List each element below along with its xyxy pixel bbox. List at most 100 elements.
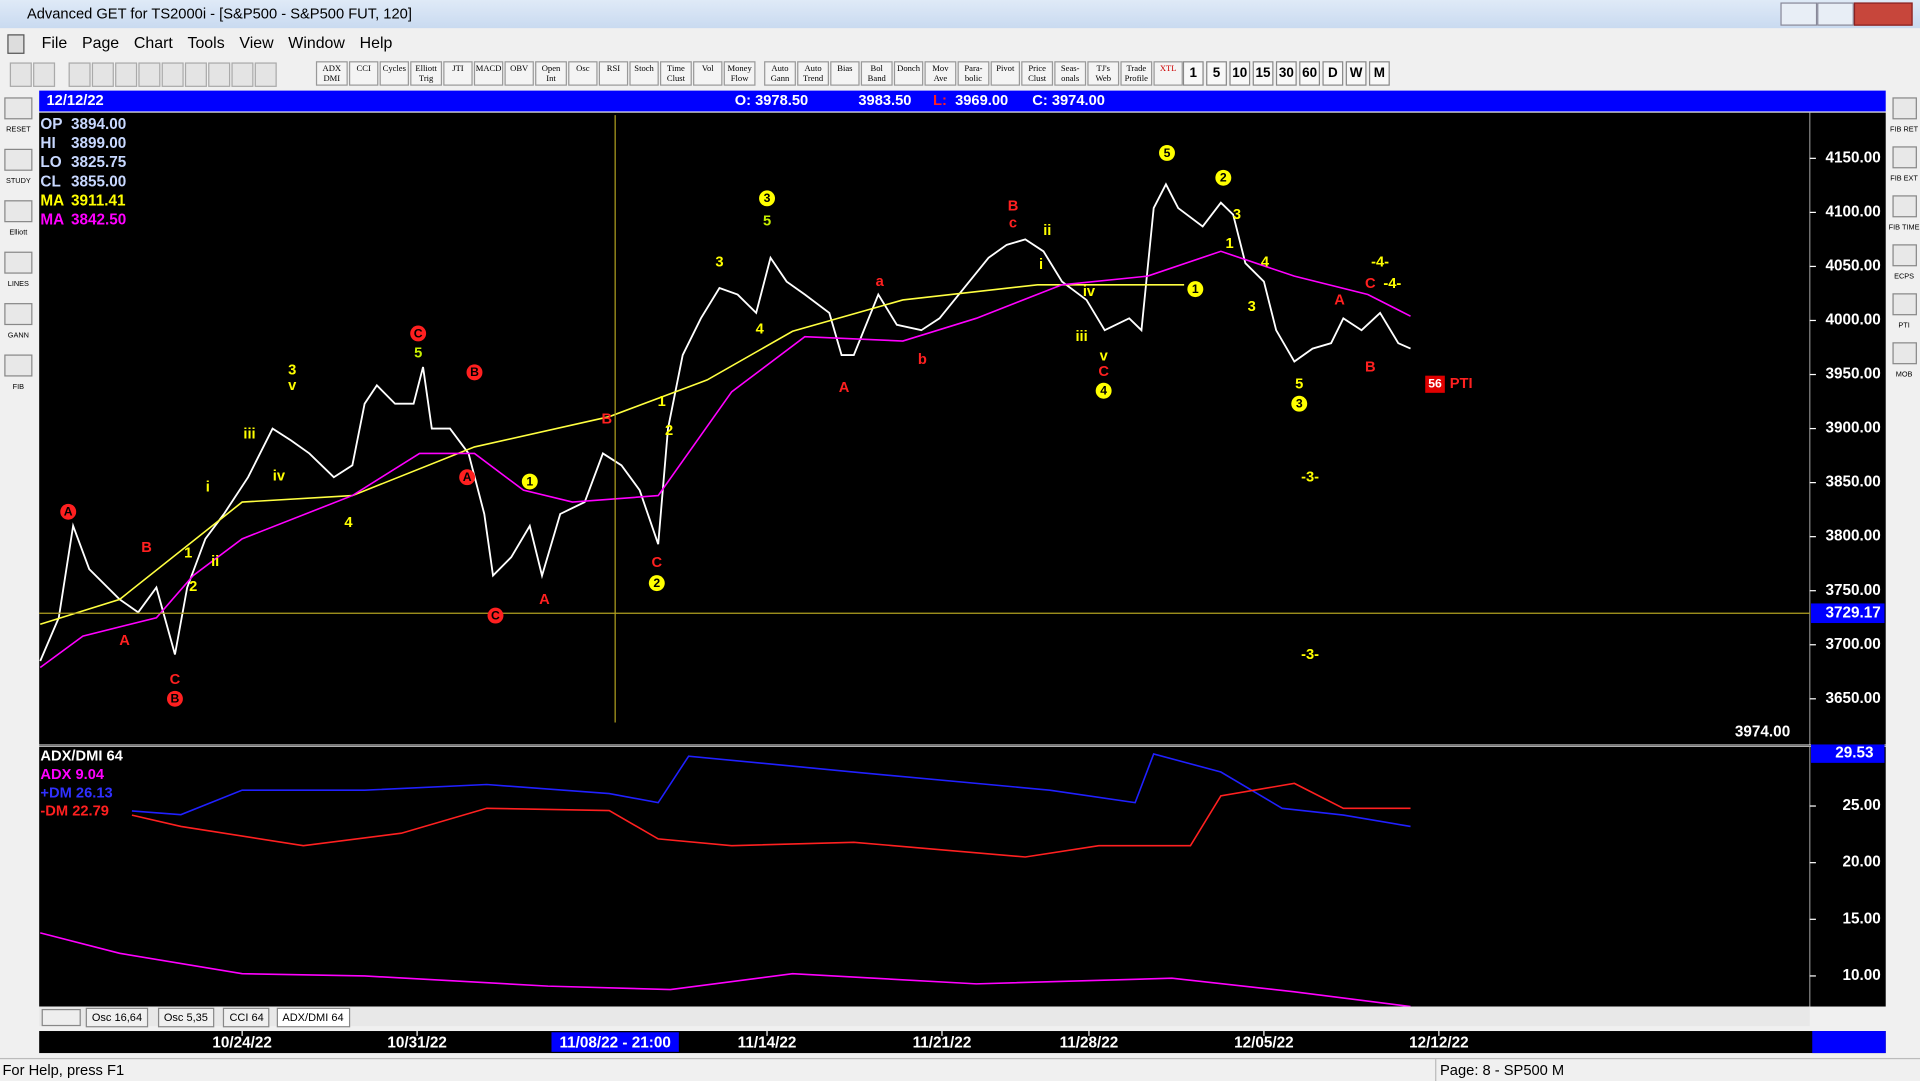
- interval-button[interactable]: 5: [1206, 61, 1227, 86]
- wave-circle: [1291, 395, 1308, 412]
- toolbar-button[interactable]: Bol Band: [860, 61, 893, 86]
- interval-button[interactable]: M: [1368, 61, 1390, 86]
- minimize-button[interactable]: [1780, 2, 1818, 26]
- wave-label: i: [206, 479, 210, 495]
- toolbar-button[interactable]: XTL: [1153, 61, 1183, 86]
- tab-scroll[interactable]: [41, 1008, 81, 1027]
- tool-button[interactable]: [4, 148, 33, 171]
- x-tick-label: 11/28/22: [1060, 1034, 1119, 1051]
- wave-label: -3-: [1301, 470, 1319, 486]
- maximize-button[interactable]: [1817, 2, 1854, 26]
- toolbar-button[interactable]: Trade Profile: [1120, 61, 1153, 86]
- toolbar-button[interactable]: Para-bolic: [957, 61, 990, 86]
- toolbar-button[interactable]: OBV: [504, 61, 534, 86]
- menu-item[interactable]: Tools: [187, 33, 225, 52]
- indicator-tab[interactable]: ADX/DMI 64: [276, 1007, 350, 1028]
- y-tick-label: 10.00: [1843, 967, 1881, 984]
- toolbar-button[interactable]: Cycles: [379, 61, 409, 86]
- toolbar-button[interactable]: CCI: [348, 61, 379, 86]
- tool-button[interactable]: [1892, 146, 1917, 169]
- status-help: For Help, press F1: [2, 1061, 125, 1079]
- toolbar-button[interactable]: Auto Gann: [764, 61, 796, 86]
- wave-circle: [459, 469, 476, 486]
- toolbar-button[interactable]: Donch: [893, 61, 924, 86]
- menu-item[interactable]: File: [41, 33, 68, 52]
- wave-label: C: [170, 672, 181, 688]
- tool-icon[interactable]: [91, 62, 114, 87]
- wave-label: 1: [1226, 236, 1234, 252]
- interval-button[interactable]: 30: [1275, 61, 1297, 86]
- indicator-tabs: Osc 16,64 Osc 5,35 CCI 64 ADX/DMI 64: [39, 1006, 1810, 1028]
- tool-icon[interactable]: [254, 62, 277, 87]
- toolbar-button[interactable]: Vol: [693, 61, 723, 86]
- series-line: [40, 932, 1411, 1008]
- menu-item[interactable]: Chart: [133, 33, 173, 52]
- close-button[interactable]: [1853, 2, 1913, 26]
- tool-button[interactable]: [4, 200, 33, 223]
- toolbar: ADX DMI CCI Cycles Elliott Trig JTI MACD OBV Op…: [0, 59, 1920, 88]
- tool-icon[interactable]: [33, 62, 56, 87]
- toolbar-button[interactable]: ADX DMI: [315, 61, 348, 86]
- toolbar-button[interactable]: RSI: [598, 61, 629, 86]
- wave-circle: [1159, 144, 1175, 161]
- interval-button[interactable]: W: [1345, 61, 1367, 86]
- tool-button[interactable]: [1892, 97, 1917, 120]
- toolbar-button[interactable]: Auto Trend: [797, 61, 829, 86]
- tool-button[interactable]: [4, 354, 33, 377]
- series-line: [131, 782, 1411, 858]
- toolbar-button[interactable]: TJ's Web: [1087, 61, 1120, 86]
- y-tick-label: 3750.00: [1826, 582, 1881, 599]
- tool-icon[interactable]: [208, 62, 231, 87]
- toolbar-button[interactable]: Open Int: [535, 61, 567, 86]
- interval-button[interactable]: 60: [1299, 61, 1321, 86]
- wave-label: 3: [1296, 397, 1303, 411]
- toolbar-button[interactable]: Bias: [830, 61, 860, 86]
- info-value: 3825.75: [71, 154, 127, 171]
- tool-icon[interactable]: [9, 62, 32, 87]
- indicator-tab[interactable]: Osc 16,64: [85, 1007, 149, 1028]
- tool-icon[interactable]: [184, 62, 207, 87]
- toolbar-button[interactable]: Osc: [568, 61, 598, 86]
- tool-icon[interactable]: [68, 62, 91, 87]
- toolbar-button[interactable]: Elliott Trig: [410, 61, 443, 86]
- tool-icon[interactable]: [138, 62, 161, 87]
- tool-button[interactable]: [1892, 195, 1917, 218]
- menu-item[interactable]: Help: [359, 33, 393, 52]
- interval-button[interactable]: 15: [1252, 61, 1274, 86]
- tool-button[interactable]: [1892, 293, 1917, 316]
- header-open: O: 3978.50: [735, 93, 808, 109]
- wave-label: 3: [288, 363, 296, 379]
- tool-label: FIB EXT: [1890, 174, 1918, 183]
- tool-button[interactable]: [1892, 244, 1917, 267]
- header-date: 12/12/22: [47, 93, 104, 109]
- toolbar-button[interactable]: Stoch: [629, 61, 659, 86]
- menu-item[interactable]: Page: [81, 33, 120, 52]
- tool-icon[interactable]: [115, 62, 138, 87]
- tool-button[interactable]: [4, 251, 33, 274]
- tool-label: FIB RET: [1890, 125, 1919, 134]
- toolbar-button[interactable]: Seas-onals: [1054, 61, 1087, 86]
- interval-button[interactable]: D: [1322, 61, 1344, 86]
- tool-icon[interactable]: [231, 62, 254, 87]
- toolbar-button[interactable]: Money Flow: [723, 61, 756, 86]
- tool-icon[interactable]: [161, 62, 184, 87]
- toolbar-button[interactable]: MACD: [473, 61, 504, 86]
- toolbar-button[interactable]: JTI: [443, 61, 473, 86]
- toolbar-button[interactable]: Price Clust: [1021, 61, 1054, 86]
- toolbar-button[interactable]: Mov Ave: [924, 61, 957, 86]
- tool-button[interactable]: [4, 97, 33, 120]
- interval-button[interactable]: 1: [1182, 61, 1204, 86]
- toolbar-button[interactable]: Time Clust: [660, 61, 692, 86]
- toolbar-button[interactable]: Pivot: [990, 61, 1021, 86]
- tool-button[interactable]: [1892, 342, 1917, 365]
- menu-item[interactable]: Window: [288, 33, 345, 52]
- app-icon: [7, 33, 25, 54]
- wave-label: B: [601, 411, 612, 427]
- menu-item[interactable]: View: [239, 33, 274, 52]
- indicator-tab[interactable]: CCI 64: [223, 1007, 270, 1028]
- wave-label: iii: [1075, 329, 1087, 345]
- header-bar: [39, 90, 1886, 112]
- interval-button[interactable]: 10: [1229, 61, 1251, 86]
- indicator-tab[interactable]: Osc 5,35: [157, 1007, 215, 1028]
- tool-button[interactable]: [4, 303, 33, 326]
